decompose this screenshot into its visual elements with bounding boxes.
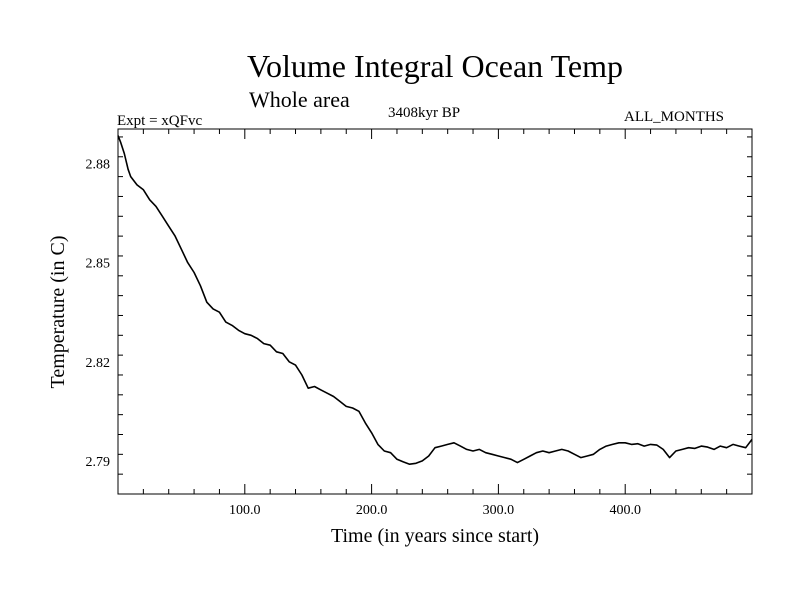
x-tick-label: 300.0 [483,503,515,518]
x-tick-label: 100.0 [229,503,261,518]
tick-marks [118,129,752,494]
y-tick-label: 2.88 [86,157,111,172]
y-tick-label: 2.79 [86,455,111,470]
x-tick-label: 400.0 [609,503,641,518]
plot-frame [117,128,753,495]
x-axis-label: Time (in years since start) [330,525,540,547]
experiment-label: Expt = xQFvc [117,113,203,129]
period-label: 3408kyr BP [388,105,461,121]
y-tick-label: 2.85 [86,257,111,272]
chart-subtitle: Whole area [249,87,350,112]
tick-labels: 100.0 200.0 300.0 400.0 2.79 2.82 2.85 2.88 [86,157,641,518]
y-tick-label: 2.82 [86,356,111,371]
x-tick-label: 200.0 [356,503,388,518]
months-label: ALL_MONTHS [624,109,724,125]
chart-title: Volume Integral Ocean Temp [246,48,623,84]
temperature-series-line [117,135,753,465]
